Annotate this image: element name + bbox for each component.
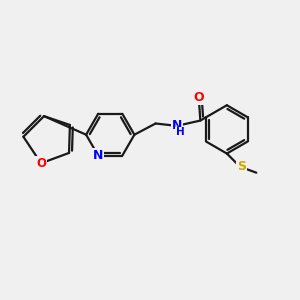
Text: N: N: [172, 119, 182, 132]
Text: O: O: [194, 92, 204, 104]
Text: H: H: [176, 127, 185, 137]
Text: O: O: [36, 157, 46, 170]
Text: N: N: [93, 149, 104, 162]
Text: S: S: [237, 160, 246, 173]
